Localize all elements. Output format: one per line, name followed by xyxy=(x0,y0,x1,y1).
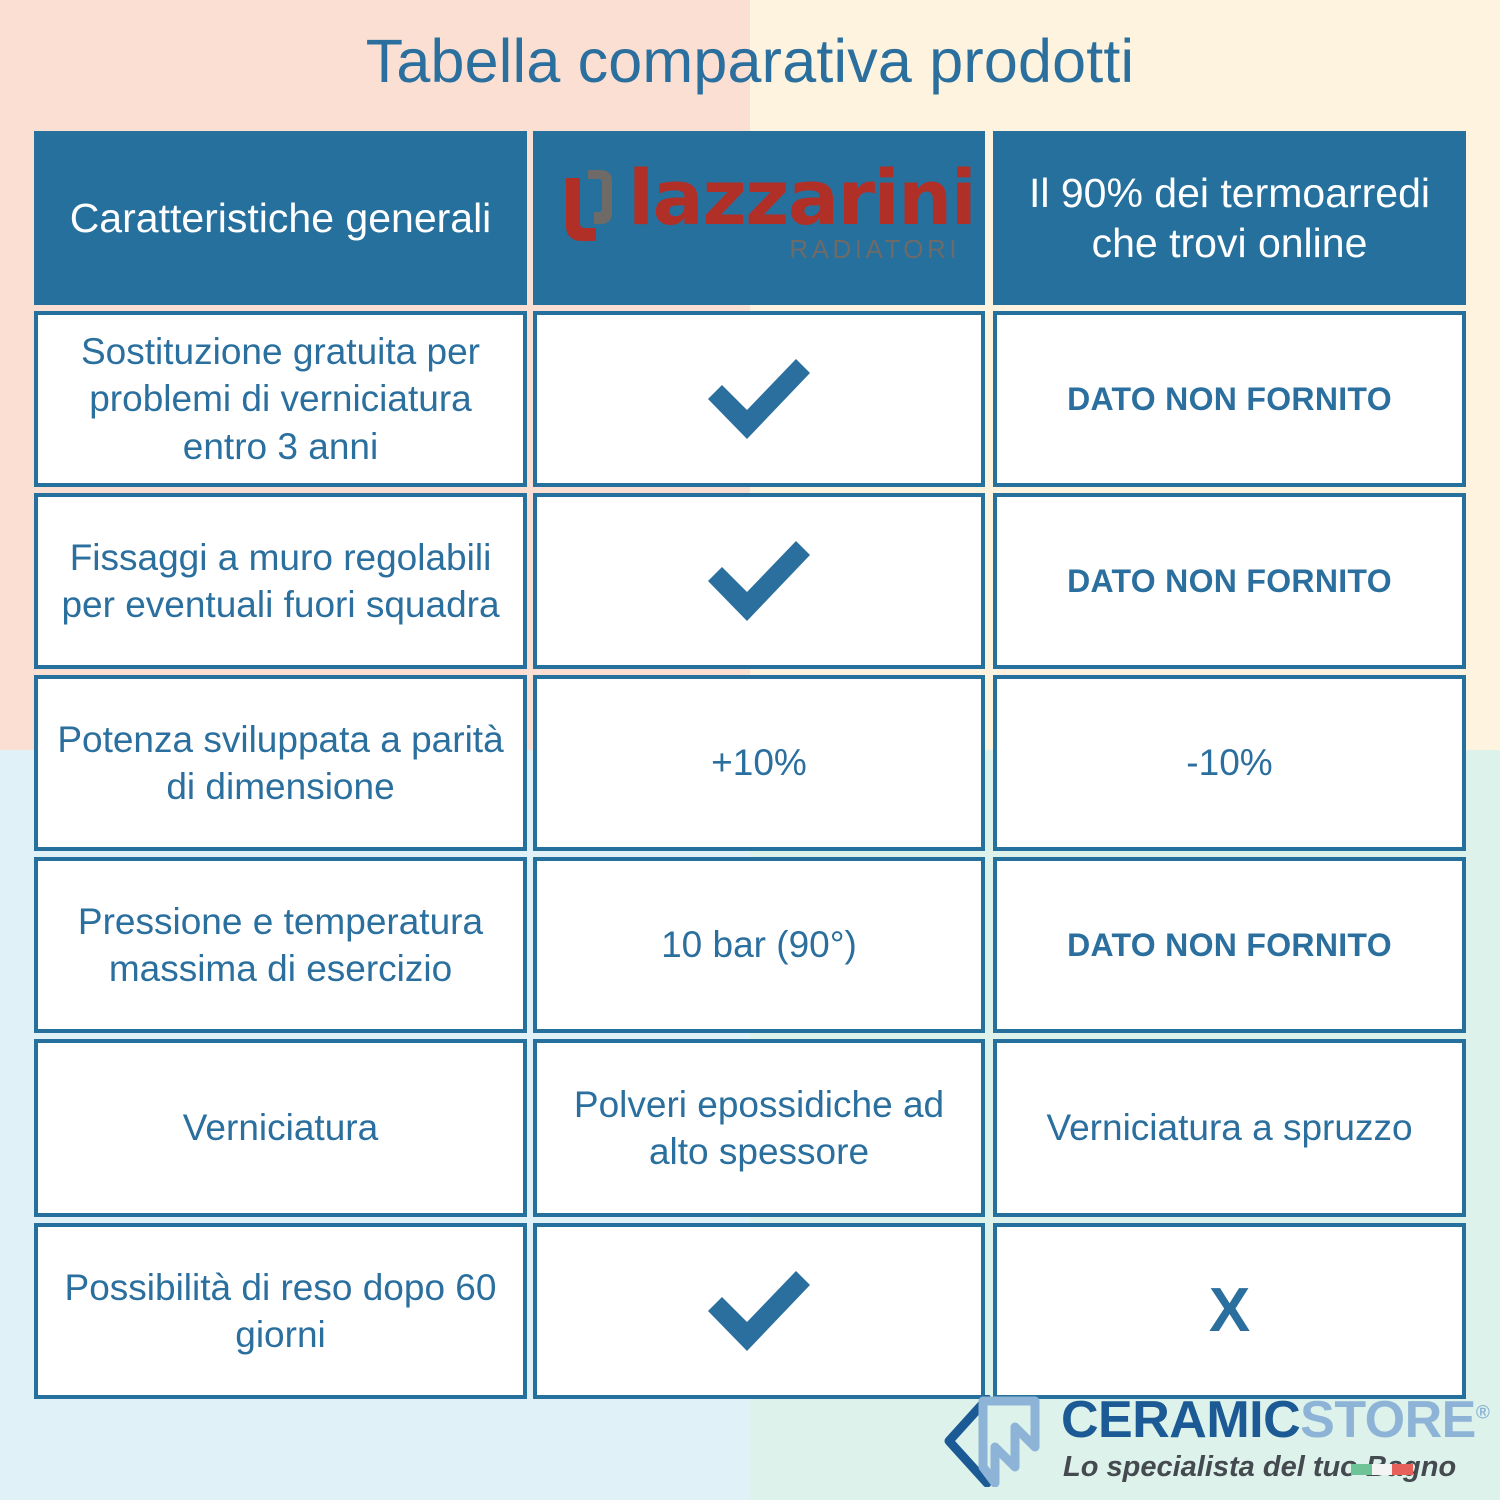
row-feature-cell: Potenza sviluppata a parità di dimension… xyxy=(34,675,527,851)
feature-label: Pressione e temperatura massima di eserc… xyxy=(77,900,484,989)
table-row: Fissaggi a muro regolabili per eventuali… xyxy=(34,493,1466,669)
row-lazzarini-cell xyxy=(533,311,985,487)
table-row: Possibilità di reso dopo 60 giorni X xyxy=(34,1223,1466,1399)
row-competitors-cell: X xyxy=(993,1223,1466,1399)
lazzarini-wordmark: lazzarini xyxy=(628,153,977,242)
header-cell-features: Caratteristiche generali xyxy=(34,131,527,305)
ceramicstore-wordmark: CERAMICSTORE® xyxy=(1061,1391,1490,1449)
row-competitors-cell: -10% xyxy=(993,675,1466,851)
lazzarini-subtitle: RADIATORI xyxy=(789,234,960,264)
check-icon xyxy=(708,359,810,439)
row-competitors-cell: Verniciatura a spruzzo xyxy=(993,1039,1466,1217)
lazzarini-logo: lazzarini RADIATORI xyxy=(550,160,977,272)
competitor-value: DATO NON FORNITO xyxy=(1067,562,1392,599)
row-competitors-cell: DATO NON FORNITO xyxy=(993,857,1466,1033)
row-feature-cell: Possibilità di reso dopo 60 giorni xyxy=(34,1223,527,1399)
row-feature-cell: Fissaggi a muro regolabili per eventuali… xyxy=(34,493,527,669)
header-cell-lazzarini: lazzarini RADIATORI xyxy=(533,131,985,305)
ceramicstore-logo: CERAMICSTORE® Lo specialista del tuo Bag… xyxy=(943,1393,1490,1493)
registered-trademark-icon: ® xyxy=(1475,1402,1490,1424)
row-lazzarini-cell: 10 bar (90°) xyxy=(533,857,985,1033)
feature-label: Potenza sviluppata a parità di dimension… xyxy=(57,718,504,807)
feature-label: Fissaggi a muro regolabili per eventuali… xyxy=(61,536,500,625)
row-competitors-cell: DATO NON FORNITO xyxy=(993,311,1466,487)
feature-label: Sostituzione gratuita per problemi di ve… xyxy=(80,330,480,467)
row-lazzarini-cell: Polveri epossidiche ad alto spessore xyxy=(533,1039,985,1217)
header-competitors-label: Il 90% dei termoarredi che trovi online xyxy=(1028,169,1431,266)
row-lazzarini-cell xyxy=(533,1223,985,1399)
ceramicstore-mark-icon xyxy=(944,1395,1040,1487)
page-title: Tabella comparativa prodotti xyxy=(365,27,1135,95)
check-icon xyxy=(708,541,810,621)
flag-red xyxy=(1392,1464,1414,1475)
row-feature-cell: Pressione e temperatura massima di eserc… xyxy=(34,857,527,1033)
flag-white xyxy=(1371,1464,1393,1475)
lazzarini-value: Polveri epossidiche ad alto spessore xyxy=(573,1083,945,1172)
row-feature-cell: Sostituzione gratuita per problemi di ve… xyxy=(34,311,527,487)
brand-store: STORE xyxy=(1300,1391,1476,1449)
row-lazzarini-cell xyxy=(533,493,985,669)
lazzarini-value: +10% xyxy=(711,742,807,784)
cross-x-icon: X xyxy=(1208,1276,1251,1345)
table-row: Potenza sviluppata a parità di dimension… xyxy=(34,675,1466,851)
header-cell-competitors: Il 90% dei termoarredi che trovi online xyxy=(993,131,1466,305)
lazzarini-mark-icon xyxy=(566,170,612,241)
row-competitors-cell: DATO NON FORNITO xyxy=(993,493,1466,669)
competitor-value: Verniciatura a spruzzo xyxy=(1046,1107,1413,1149)
brand-ceramic: CERAMIC xyxy=(1061,1391,1301,1449)
feature-label: Verniciatura xyxy=(182,1107,379,1149)
lazzarini-value: 10 bar (90°) xyxy=(661,924,857,966)
competitor-value: DATO NON FORNITO xyxy=(1067,380,1392,417)
table-row: Verniciatura Polveri epossidiche ad alto… xyxy=(34,1039,1466,1217)
table-header-row: Caratteristiche generali lazzarini RADIA… xyxy=(34,131,1466,305)
table-row: Pressione e temperatura massima di eserc… xyxy=(34,857,1466,1033)
competitor-value: DATO NON FORNITO xyxy=(1067,926,1392,963)
competitor-value: -10% xyxy=(1186,742,1273,784)
italian-flag-icon xyxy=(1351,1464,1414,1475)
feature-label: Possibilità di reso dopo 60 giorni xyxy=(64,1266,497,1355)
row-lazzarini-cell: +10% xyxy=(533,675,985,851)
row-feature-cell: Verniciatura xyxy=(34,1039,527,1217)
header-features-label: Caratteristiche generali xyxy=(69,194,492,241)
table-row: Sostituzione gratuita per problemi di ve… xyxy=(34,311,1466,487)
comparison-table: Caratteristiche generali lazzarini RADIA… xyxy=(34,131,1466,1399)
flag-green xyxy=(1351,1464,1372,1475)
check-icon xyxy=(708,1271,810,1351)
